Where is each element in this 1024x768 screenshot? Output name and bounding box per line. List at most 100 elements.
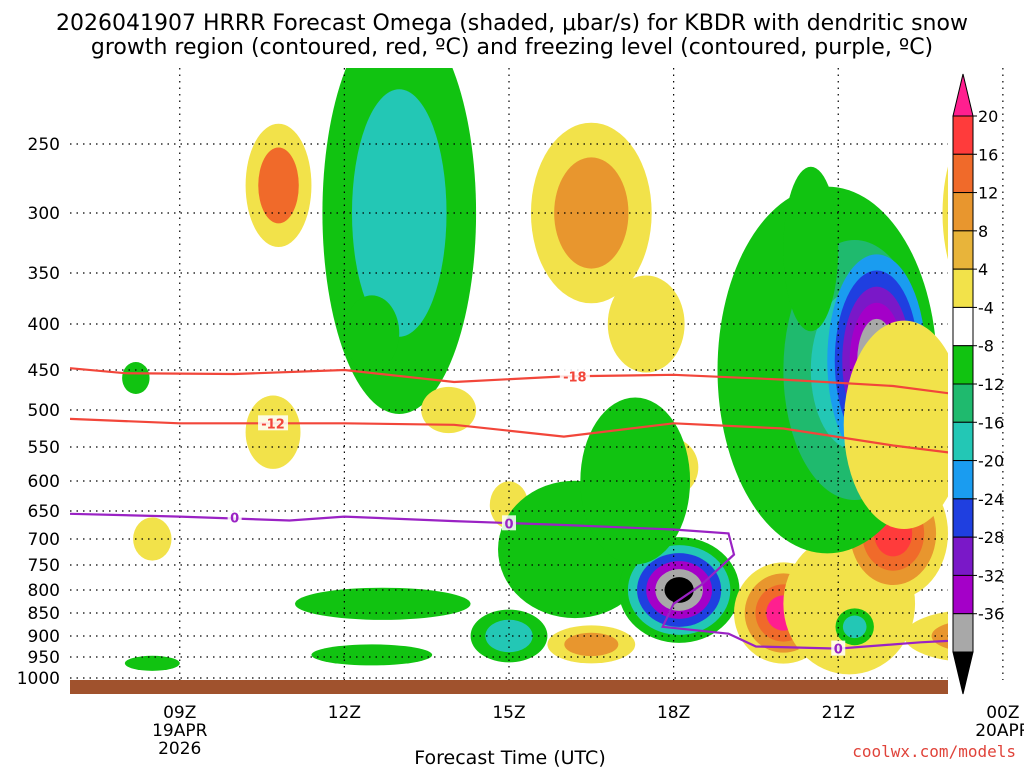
x-tick-year-09Z: 2026 [158,739,201,759]
omega-shading [122,0,1024,675]
colorbar-label--4: -4 [978,298,994,317]
omega-contour-15--4 [124,655,180,671]
colorbar-label--28: -28 [978,528,1004,547]
colorbar-label-20: 20 [978,107,998,126]
colorbar-swatch-8 [952,383,974,423]
y-tick-800: 800 [28,581,60,601]
omega-contour-34--4 [580,397,691,565]
omega-feature-15 [124,655,180,671]
omega-feature-23 [835,608,874,646]
omega-contour-2--12 [351,89,447,337]
omega-feature-5 [607,275,685,373]
omega-contour-3--4 [344,295,400,372]
omega-feature-11 [133,517,172,561]
omega-feature-7 [245,395,301,469]
colorbar-label--32: -32 [978,566,1004,585]
omega-feature-18 [547,625,636,664]
omega-feature-28 [843,320,948,529]
x-tick-00Z: 00Z [986,703,1019,723]
colorbar-swatch-14 [952,613,974,653]
x-tick-12Z: 12Z [328,703,361,723]
x-tick-15Z: 15Z [492,703,525,723]
x-tick-21Z: 21Z [822,703,855,723]
omega-contour-16--12 [485,619,533,653]
series-label-0: -18 [563,370,587,385]
y-tick-250: 250 [28,135,60,155]
omega-contour-7-4 [245,395,301,469]
colorbar-label--20: -20 [978,452,1004,471]
y-tick-700: 700 [28,530,60,550]
omega-contour-13--4 [294,587,471,620]
series-label-4: 0 [834,643,843,658]
colorbar-swatch-10 [952,460,974,500]
y-axis-ticks: 250 300 350 400 450 500 550 600 650 700 750 800 850 9… [17,135,60,689]
y-tick-1000: 1000 [17,669,60,689]
omega-feature-33 [783,166,839,332]
y-tick-750: 750 [28,556,60,576]
colorbar-swatch-2 [952,153,974,194]
colorbar: 20 16 12 8 4 -4 -8 -12 -16 -20 -24 -28 -32 -36 [952,73,1004,695]
omega-contour-5-4 [607,275,685,373]
x-tick-18Z: 18Z [657,703,690,723]
omega-contour-24-8 [931,623,948,649]
omega-feature-2 [322,68,477,414]
colorbar-label--36: -36 [978,605,1004,624]
omega-feature-13 [294,587,471,620]
colorbar-label--12: -12 [978,375,1004,394]
x-tick-date-00Z: 20APR [975,721,1024,741]
omega-contour-0-12 [258,147,299,224]
omega-contour-31--12 [971,0,1024,155]
series-line-1 [70,417,948,454]
colorbar-top-arrow [952,73,974,117]
y-tick-300: 300 [28,204,60,224]
omega-feature-8 [421,386,477,434]
series-label-2: 0 [230,512,239,527]
colorbar-swatch-7 [952,345,974,385]
chart-title-line2: growth region (contoured, red, ºC) and f… [91,35,933,60]
x-tick-date-09Z: 19APR [152,721,208,741]
omega-contour-14--4 [311,644,433,666]
omega-feature-24 [904,611,948,661]
series-line-2 [70,512,948,650]
omega-contour-6--4 [122,362,150,394]
colorbar-label-4: 4 [978,260,988,279]
omega-feature-19 [618,537,740,643]
omega-feature-3 [344,295,400,372]
series-label-bg-2 [227,509,242,525]
omega-contour-28-4 [843,320,948,529]
colorbar-label-12: 12 [978,184,998,203]
colorbar-swatch-9 [952,421,974,462]
y-tick-900: 900 [28,627,60,647]
colorbar-bottom-arrow [952,651,974,695]
omega-feature-34 [580,397,691,565]
y-tick-500: 500 [28,401,60,421]
colorbar-label--8: -8 [978,337,994,356]
colorbar-label--16: -16 [978,413,1004,432]
colorbar-swatch-6 [952,306,974,347]
colorbar-swatch-3 [952,192,974,232]
colorbar-swatch-1 [952,115,974,155]
colorbar-swatch-5 [952,268,974,308]
series-label-bg-3 [502,515,516,531]
colorbar-swatch-13 [952,574,974,615]
x-tick-09Z: 09Z [163,703,196,723]
colorbar-label--24: -24 [978,490,1004,509]
colorbar-swatch-11 [952,498,974,538]
y-tick-650: 650 [28,502,60,522]
y-tick-350: 350 [28,264,60,284]
chart-title-line1: 2026041907 HRRR Forecast Omega (shaded, … [56,11,968,36]
omega-feature-14 [311,644,433,666]
omega-feature-0 [245,123,312,248]
y-tick-450: 450 [28,361,60,381]
x-axis-label: Forecast Time (UTC) [414,747,605,768]
y-tick-950: 950 [28,648,60,668]
omega-feature-30 [942,166,948,260]
omega-feature-16 [470,609,548,663]
omega-contour-24-4 [904,611,948,661]
series-label-bg-1 [258,415,289,431]
colorbar-swatch-12 [952,536,974,576]
omega-contour-30-4 [942,166,948,260]
isotherm-contours: -18 -12 0 0 0 [70,367,948,658]
